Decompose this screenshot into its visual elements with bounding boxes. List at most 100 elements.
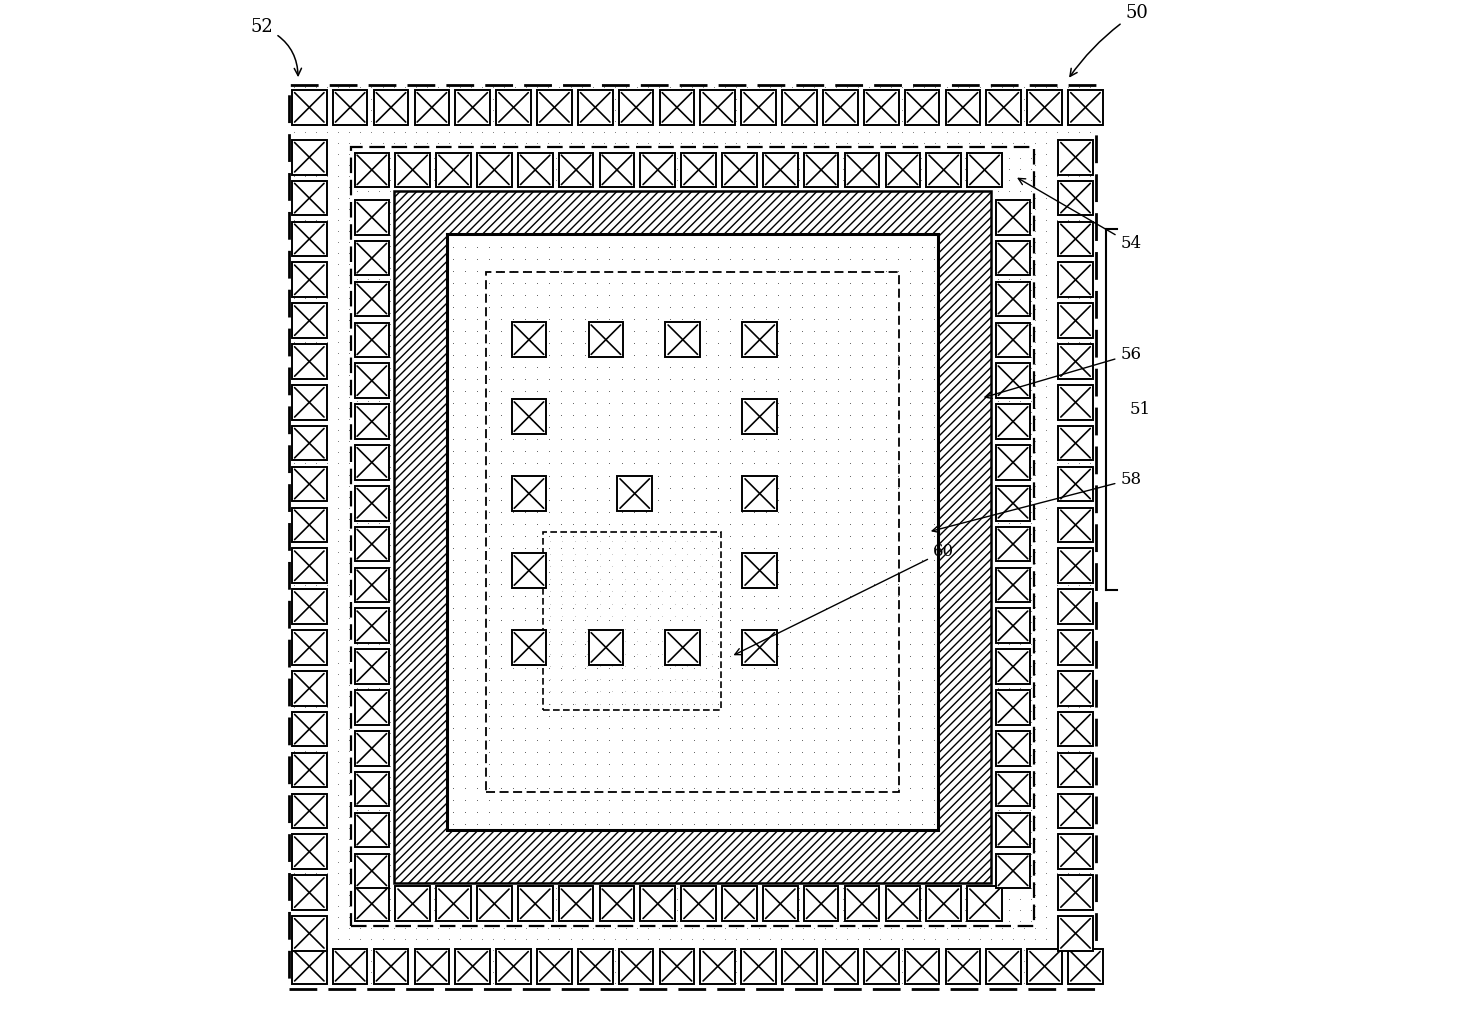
Bar xyxy=(292,180,327,215)
Bar xyxy=(292,90,327,124)
Text: 60: 60 xyxy=(735,543,954,654)
Bar xyxy=(496,949,530,983)
Bar xyxy=(665,630,701,664)
Text: 54: 54 xyxy=(1019,178,1142,253)
Bar xyxy=(701,90,735,124)
Bar xyxy=(1059,507,1093,542)
Bar xyxy=(927,153,961,187)
Bar xyxy=(1028,90,1062,124)
Bar xyxy=(640,153,675,187)
Bar xyxy=(1068,90,1103,124)
Bar xyxy=(578,90,613,124)
Bar xyxy=(1059,467,1093,501)
Bar xyxy=(863,949,899,983)
Bar xyxy=(447,234,937,830)
Bar xyxy=(292,507,327,542)
Bar xyxy=(723,887,757,921)
Bar xyxy=(354,240,390,275)
Bar xyxy=(354,813,390,848)
Bar xyxy=(447,234,937,830)
Bar xyxy=(1059,180,1093,215)
Bar xyxy=(292,875,327,910)
Bar xyxy=(292,344,327,379)
Bar xyxy=(333,949,367,983)
Bar xyxy=(1059,875,1093,910)
Bar xyxy=(538,90,572,124)
Bar xyxy=(995,690,1031,725)
Text: 56: 56 xyxy=(985,345,1142,398)
Bar xyxy=(600,153,634,187)
Bar xyxy=(415,949,449,983)
Bar xyxy=(723,153,757,187)
Bar xyxy=(863,90,899,124)
Bar xyxy=(823,949,857,983)
Bar xyxy=(477,887,511,921)
Bar xyxy=(558,153,594,187)
Bar xyxy=(292,221,327,256)
Bar xyxy=(995,486,1031,521)
Bar xyxy=(292,589,327,624)
Bar xyxy=(354,649,390,684)
Bar xyxy=(1059,753,1093,788)
Bar xyxy=(354,445,390,480)
Bar xyxy=(395,153,429,187)
Bar xyxy=(782,949,818,983)
Bar xyxy=(354,486,390,521)
Bar xyxy=(354,771,390,806)
Bar xyxy=(995,281,1031,316)
Bar xyxy=(394,191,991,883)
Bar xyxy=(544,532,721,710)
Bar xyxy=(395,887,429,921)
Bar xyxy=(373,90,409,124)
Bar xyxy=(986,949,1020,983)
Bar xyxy=(292,630,327,664)
Bar xyxy=(292,835,327,869)
Bar xyxy=(995,771,1031,806)
Bar xyxy=(354,527,390,561)
Bar xyxy=(1059,630,1093,664)
Bar xyxy=(455,90,490,124)
Bar xyxy=(742,322,778,357)
Bar xyxy=(763,153,798,187)
Bar xyxy=(1059,221,1093,256)
Bar xyxy=(354,568,390,602)
Bar xyxy=(394,191,991,883)
Bar xyxy=(1059,916,1093,951)
Bar xyxy=(1059,548,1093,583)
Bar xyxy=(486,272,899,792)
Bar xyxy=(578,949,613,983)
Bar xyxy=(292,712,327,747)
Bar xyxy=(1059,344,1093,379)
Bar xyxy=(354,364,390,398)
Text: 51: 51 xyxy=(1130,400,1151,418)
Bar xyxy=(659,949,695,983)
Bar xyxy=(518,153,552,187)
Bar xyxy=(292,794,327,828)
Bar xyxy=(437,887,471,921)
Bar xyxy=(823,90,857,124)
Bar xyxy=(945,949,980,983)
Bar xyxy=(1059,426,1093,461)
Bar xyxy=(292,304,327,338)
Bar xyxy=(742,476,778,511)
Bar xyxy=(995,527,1031,561)
Bar xyxy=(763,887,798,921)
Bar xyxy=(292,467,327,501)
Bar xyxy=(742,949,776,983)
Bar xyxy=(782,90,818,124)
Bar xyxy=(995,731,1031,765)
Bar xyxy=(1059,385,1093,420)
Bar xyxy=(640,887,675,921)
Bar xyxy=(447,234,937,830)
Text: 52: 52 xyxy=(250,18,302,75)
Bar xyxy=(292,548,327,583)
Bar xyxy=(333,90,367,124)
Bar xyxy=(292,140,327,174)
Bar xyxy=(511,399,546,434)
Bar xyxy=(1059,304,1093,338)
Bar xyxy=(351,148,1034,926)
Bar xyxy=(455,949,490,983)
Bar xyxy=(1059,712,1093,747)
Bar xyxy=(995,445,1031,480)
Bar xyxy=(742,630,778,664)
